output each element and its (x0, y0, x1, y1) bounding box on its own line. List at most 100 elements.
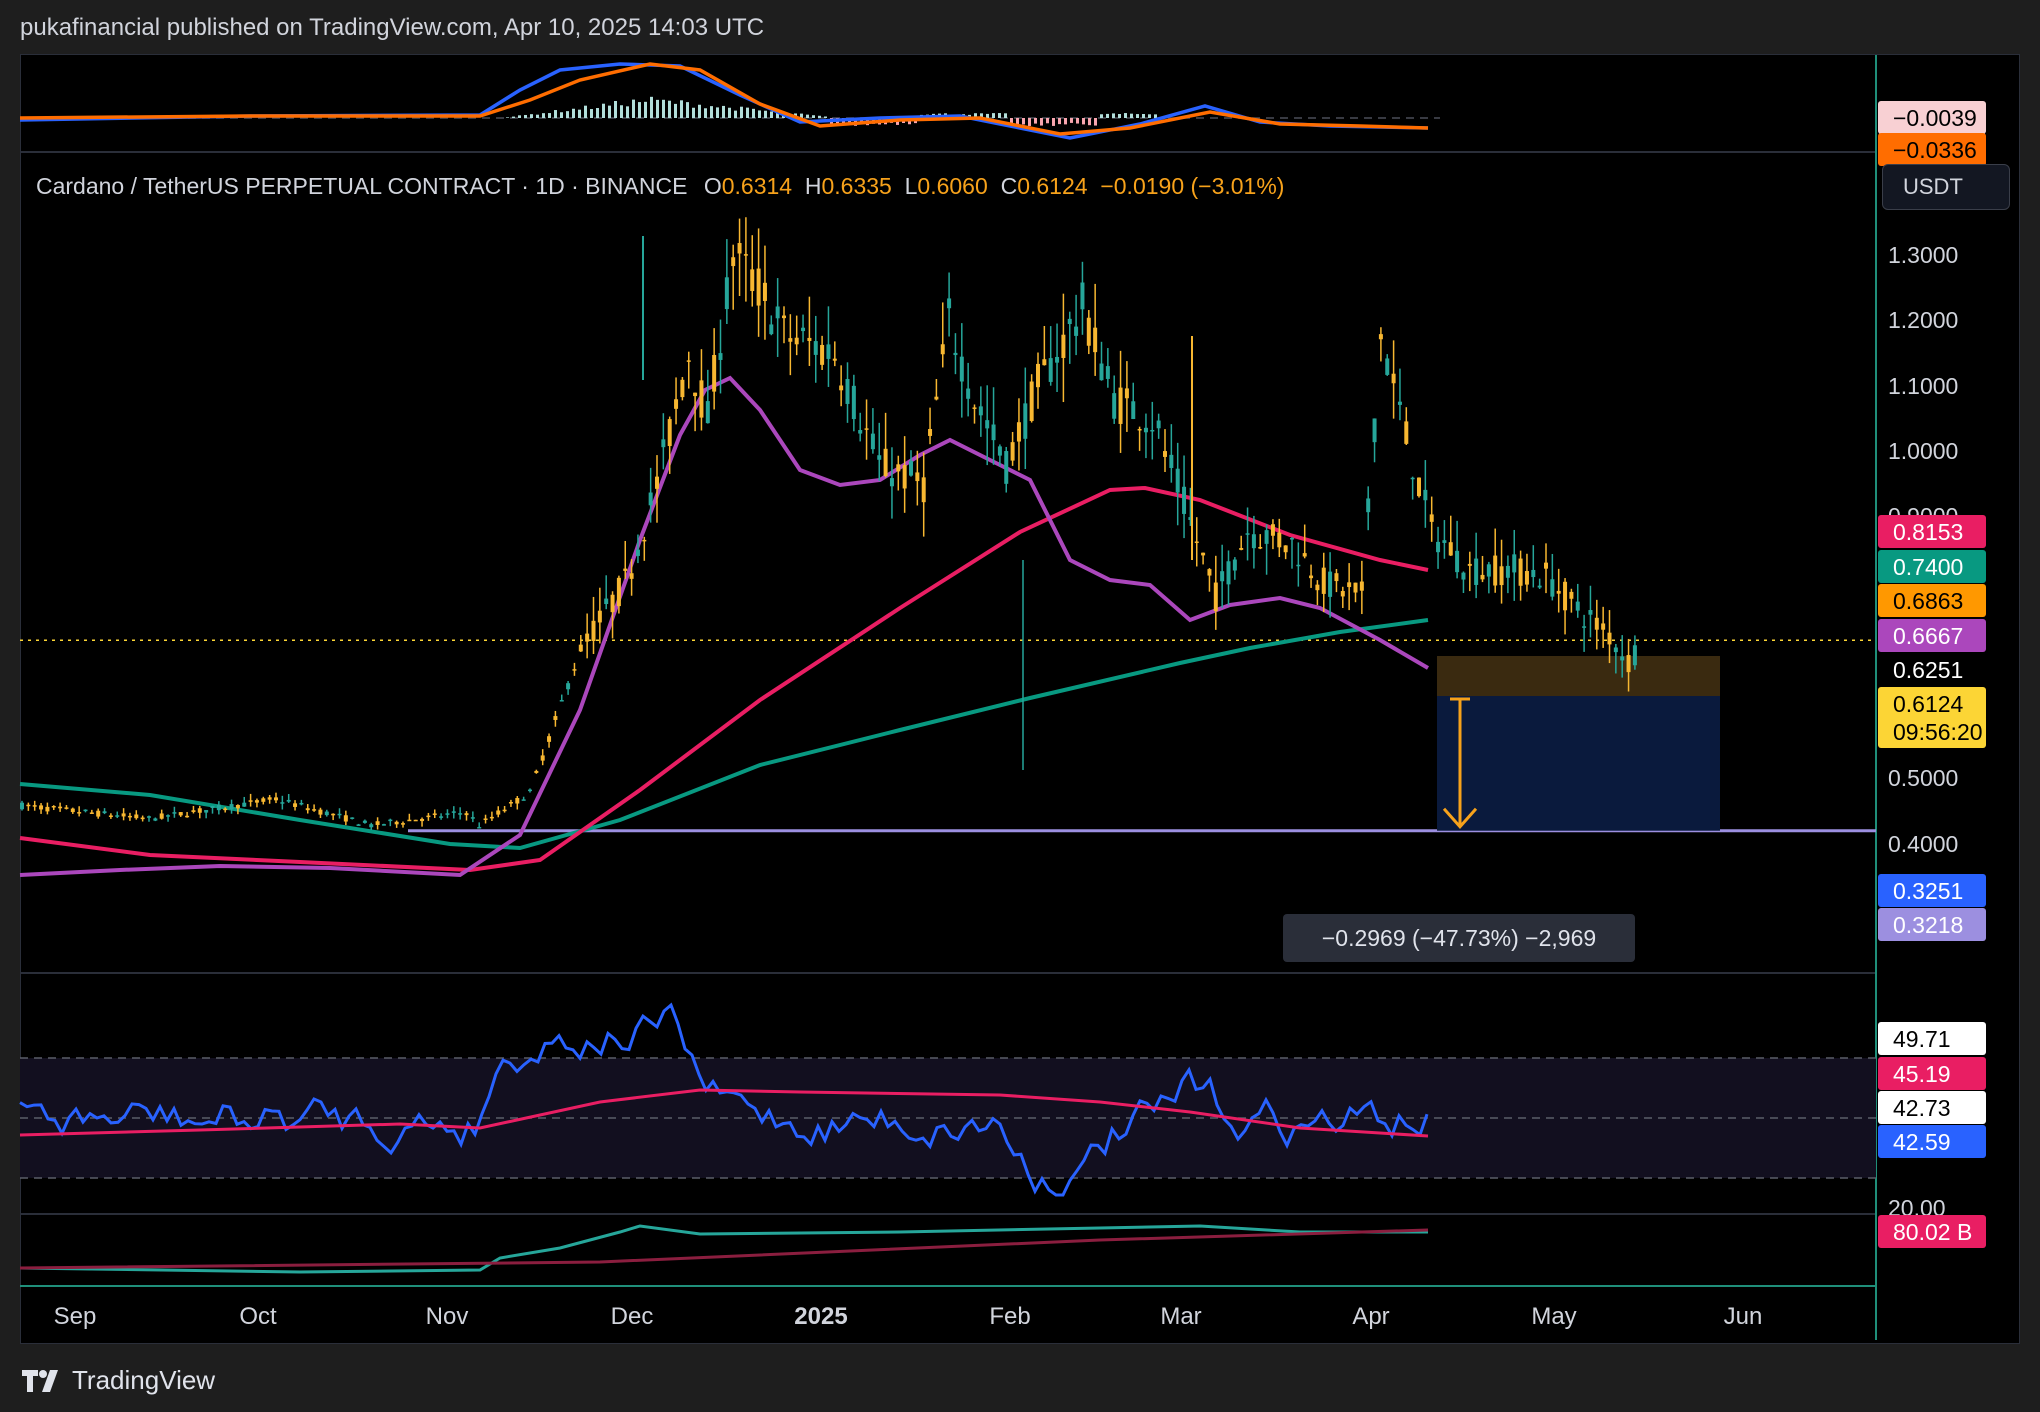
candle-body (712, 354, 717, 392)
candle-body (934, 396, 939, 400)
candle-body (1131, 401, 1136, 420)
candle-body (166, 815, 171, 817)
macd-histogram-bar (686, 102, 689, 118)
publish-header: pukafinancial published on TradingView.c… (20, 14, 765, 41)
candle-body (254, 800, 259, 803)
candle-body (1023, 403, 1028, 439)
price-badge: 0.8153 (1893, 519, 1963, 545)
candle-body (1093, 327, 1098, 353)
candle-body (1290, 538, 1294, 540)
candle-body (756, 268, 761, 306)
candle-body (597, 610, 602, 623)
candle-body (1499, 566, 1504, 586)
candle-body (1074, 326, 1079, 336)
macd-histogram-bar (680, 100, 683, 118)
candle-body (782, 315, 786, 319)
candle-body (216, 804, 221, 811)
candle-body (718, 353, 723, 360)
macd-histogram-bar (734, 110, 737, 118)
candle-body (1455, 550, 1460, 573)
macd-histogram-bar (1088, 118, 1091, 126)
candle-body (1359, 581, 1364, 591)
candle-body (1201, 552, 1206, 556)
candle-body (864, 428, 869, 430)
candle-body (1626, 655, 1631, 673)
price-badge-bg (1878, 515, 1986, 548)
macd-histogram-bar (1142, 114, 1145, 118)
macd-badge: −0.0336 (1893, 137, 1977, 163)
candle-body (515, 798, 520, 804)
candle-body (172, 812, 177, 814)
candle-body (1296, 564, 1301, 567)
footer-brand[interactable]: TradingView (20, 1362, 215, 1398)
macd-histogram-bar (1148, 114, 1151, 118)
candle-body (1245, 533, 1250, 535)
candle-body (674, 399, 679, 409)
candle-body (629, 573, 634, 579)
candle-body (362, 820, 367, 823)
macd-histogram-bar (518, 115, 521, 118)
candle-body (572, 669, 577, 671)
macd-histogram-bar (644, 101, 647, 118)
candle-body (1220, 571, 1225, 582)
price-badge-bg (1878, 619, 1986, 652)
candle-body (331, 813, 336, 816)
macd-histogram-bar (542, 113, 545, 118)
candle-body (540, 755, 545, 761)
rsi-badge: 49.71 (1893, 1026, 1951, 1052)
candle-body (140, 817, 145, 820)
candle-body (178, 812, 183, 816)
macd-histogram-bar (692, 107, 695, 118)
candle-body (997, 446, 1002, 456)
rsi-badge-bg (1878, 1022, 1986, 1055)
candle-body (661, 439, 666, 448)
candle-body (528, 789, 532, 792)
target-arrow-head (1442, 807, 1478, 829)
macd-histogram-bar (1076, 118, 1079, 124)
candle-body (1156, 420, 1161, 429)
candle-body (959, 356, 964, 382)
candle-body (293, 803, 298, 807)
x-tick-label: 2025 (794, 1303, 847, 1330)
candle-body (1309, 575, 1314, 579)
rsi-badge-bg (1878, 1091, 1986, 1124)
macd-histogram-bar (626, 106, 629, 118)
candle-body (1366, 498, 1371, 513)
candle-body (1575, 601, 1580, 611)
candle-body (356, 824, 361, 826)
candle-body (1264, 530, 1269, 544)
price-badge: 09:56:20 (1893, 719, 1983, 745)
candle-body (267, 797, 272, 800)
macd-histogram-bar (722, 105, 725, 118)
open-label: O (703, 173, 722, 199)
macd-histogram-bar (986, 113, 989, 118)
candle-body (1112, 393, 1117, 419)
candle-body (1397, 401, 1402, 405)
candle-body (312, 809, 317, 811)
candle-body (1251, 534, 1256, 549)
macd-histogram-bar (992, 113, 995, 118)
candle-body (623, 568, 628, 571)
candle-body (1620, 656, 1625, 661)
candle-body (845, 379, 850, 404)
candle-body (928, 428, 933, 436)
candle-body (147, 816, 151, 818)
candle-body (407, 819, 412, 822)
candle-body (1429, 514, 1434, 522)
time-axis: Sep Oct Nov Dec 2025 Feb Mar Apr May Jun (54, 1303, 1763, 1330)
candle-body (521, 799, 526, 801)
candle-body (1099, 363, 1104, 381)
candle-body (1207, 569, 1212, 576)
candle-body (235, 805, 240, 809)
macd-histogram-bar (572, 108, 575, 118)
macd-histogram-bar (1106, 113, 1109, 118)
candle-body (1283, 545, 1288, 553)
macd-histogram-bar (824, 116, 827, 118)
macd-histogram-bar (728, 107, 731, 118)
change-value: −0.0190 (−3.01%) (1100, 173, 1285, 199)
rsi-badge-bg (1878, 1057, 1986, 1090)
candle-body (286, 799, 291, 802)
currency-button[interactable]: USDT (1882, 164, 2010, 210)
candle-body (508, 802, 513, 804)
